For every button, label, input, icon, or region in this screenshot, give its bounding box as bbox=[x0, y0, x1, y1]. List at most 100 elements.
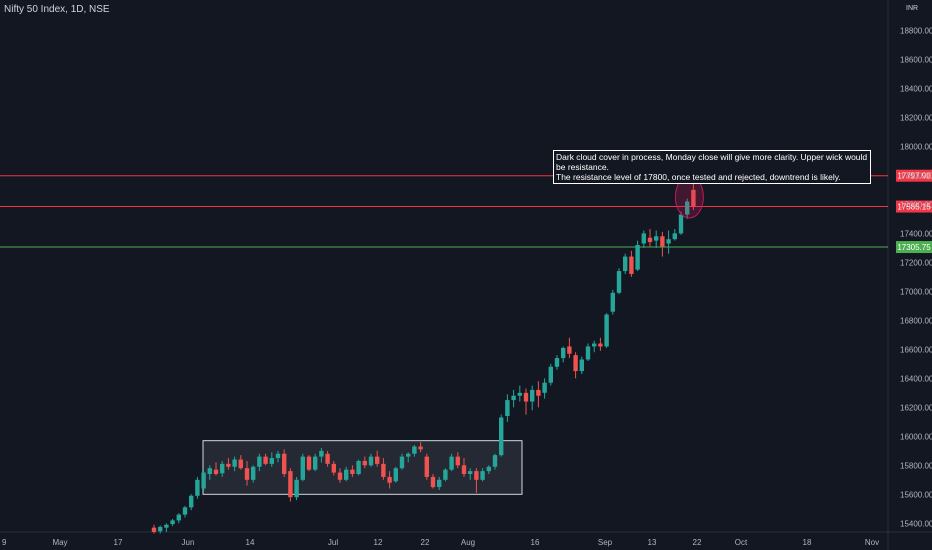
candle-body bbox=[480, 471, 485, 480]
candle-body bbox=[313, 456, 318, 470]
candle-body bbox=[387, 476, 392, 483]
y-tick-label: 18600.00 bbox=[900, 55, 932, 64]
candle bbox=[604, 313, 609, 348]
candle bbox=[511, 389, 516, 408]
candle-body bbox=[207, 468, 212, 475]
candle-body bbox=[294, 479, 299, 498]
currency-label: INR bbox=[906, 5, 919, 12]
price-level-tag bbox=[896, 200, 932, 213]
candle bbox=[275, 450, 281, 463]
candle bbox=[238, 455, 243, 470]
candle bbox=[406, 452, 411, 463]
candle bbox=[430, 474, 436, 489]
candle bbox=[220, 460, 225, 477]
candle bbox=[499, 414, 504, 457]
candle bbox=[585, 343, 591, 361]
candle-body bbox=[213, 469, 219, 475]
candle-body bbox=[344, 469, 349, 480]
price-level-label: 17585.15 bbox=[897, 203, 931, 212]
candle bbox=[455, 452, 460, 469]
candle-body bbox=[406, 453, 411, 457]
x-tick-label: 12 bbox=[374, 538, 383, 547]
candle bbox=[536, 381, 541, 408]
candle-body bbox=[182, 507, 188, 515]
candle-body bbox=[337, 472, 343, 480]
candle-body bbox=[325, 453, 330, 464]
candle-body bbox=[418, 446, 423, 450]
candle-body bbox=[592, 343, 597, 347]
candle-body bbox=[598, 343, 603, 347]
candle-body bbox=[288, 471, 293, 498]
time-axis[interactable]: 9 May 17 Jun 14 Jul 12 22 Aug 16 Sep 13 22 Oct 18 Nov bbox=[2, 538, 879, 547]
candle-body bbox=[666, 239, 671, 244]
annotation-line-2: The resistance level of 17800, once test… bbox=[556, 172, 841, 182]
candle bbox=[418, 442, 423, 453]
candle bbox=[368, 453, 374, 467]
candle-body bbox=[226, 463, 231, 467]
candle bbox=[598, 337, 603, 351]
candle-body bbox=[567, 346, 572, 354]
x-tick-label: Sep bbox=[598, 538, 613, 547]
consolidation-box-layer bbox=[202, 440, 523, 495]
annotation-note[interactable]: Dark cloud cover in process, Monday clos… bbox=[553, 150, 871, 184]
candle-body bbox=[486, 466, 491, 472]
candle bbox=[176, 513, 181, 524]
x-tick-label: 14 bbox=[246, 538, 255, 547]
candles-layer bbox=[151, 175, 696, 534]
candle-body bbox=[158, 526, 163, 532]
x-tick-label: Aug bbox=[461, 538, 475, 547]
candle-body bbox=[561, 347, 566, 359]
x-tick-label: Oct bbox=[735, 538, 748, 547]
candle bbox=[480, 468, 485, 482]
candle bbox=[567, 337, 572, 359]
candle-body bbox=[232, 459, 237, 467]
candle bbox=[474, 468, 479, 493]
candle bbox=[505, 394, 510, 422]
candle-body bbox=[616, 271, 622, 293]
candle bbox=[201, 471, 206, 492]
candle bbox=[654, 230, 659, 248]
candle-body bbox=[331, 463, 336, 473]
y-tick-label: 15600.00 bbox=[900, 490, 932, 499]
candle bbox=[437, 476, 442, 490]
y-tick-label: 18800.00 bbox=[900, 26, 932, 35]
candle bbox=[251, 465, 256, 483]
y-tick-label: 18200.00 bbox=[900, 113, 932, 122]
candle-body bbox=[251, 466, 256, 480]
candle bbox=[288, 468, 293, 502]
price-level-tag bbox=[896, 169, 932, 182]
candle bbox=[189, 494, 194, 511]
price-level-lines: 17797.90 17585.15 17305.75 bbox=[0, 169, 932, 254]
candle-body bbox=[641, 233, 646, 244]
candle bbox=[182, 505, 188, 518]
candle bbox=[443, 468, 448, 482]
y-tick-label: 17600.00 bbox=[900, 200, 932, 209]
candle bbox=[195, 476, 200, 499]
candle bbox=[269, 452, 274, 467]
candle bbox=[213, 462, 219, 476]
x-tick-label: Nov bbox=[865, 538, 879, 547]
price-axis[interactable]: 15400.00 15600.00 15800.00 16000.00 16200.00… bbox=[900, 26, 932, 528]
candle bbox=[207, 465, 212, 480]
x-tick-label: 17 bbox=[114, 538, 123, 547]
candle bbox=[672, 229, 677, 241]
candle-body bbox=[635, 244, 640, 270]
y-tick-label: 17400.00 bbox=[900, 229, 932, 238]
candle bbox=[319, 447, 324, 463]
candle bbox=[399, 453, 405, 470]
candle-body bbox=[604, 314, 609, 347]
candle-body bbox=[579, 359, 584, 372]
candle-body bbox=[573, 355, 578, 372]
candle bbox=[530, 385, 535, 411]
candle bbox=[325, 450, 330, 467]
y-tick-label: 18000.00 bbox=[900, 142, 932, 151]
candle-body bbox=[685, 201, 690, 215]
candle bbox=[164, 523, 169, 532]
candle bbox=[641, 230, 646, 248]
candle-body bbox=[306, 456, 312, 470]
candle-body bbox=[499, 417, 504, 456]
candle bbox=[449, 453, 454, 472]
candle bbox=[623, 253, 628, 274]
candle-body bbox=[647, 237, 653, 243]
